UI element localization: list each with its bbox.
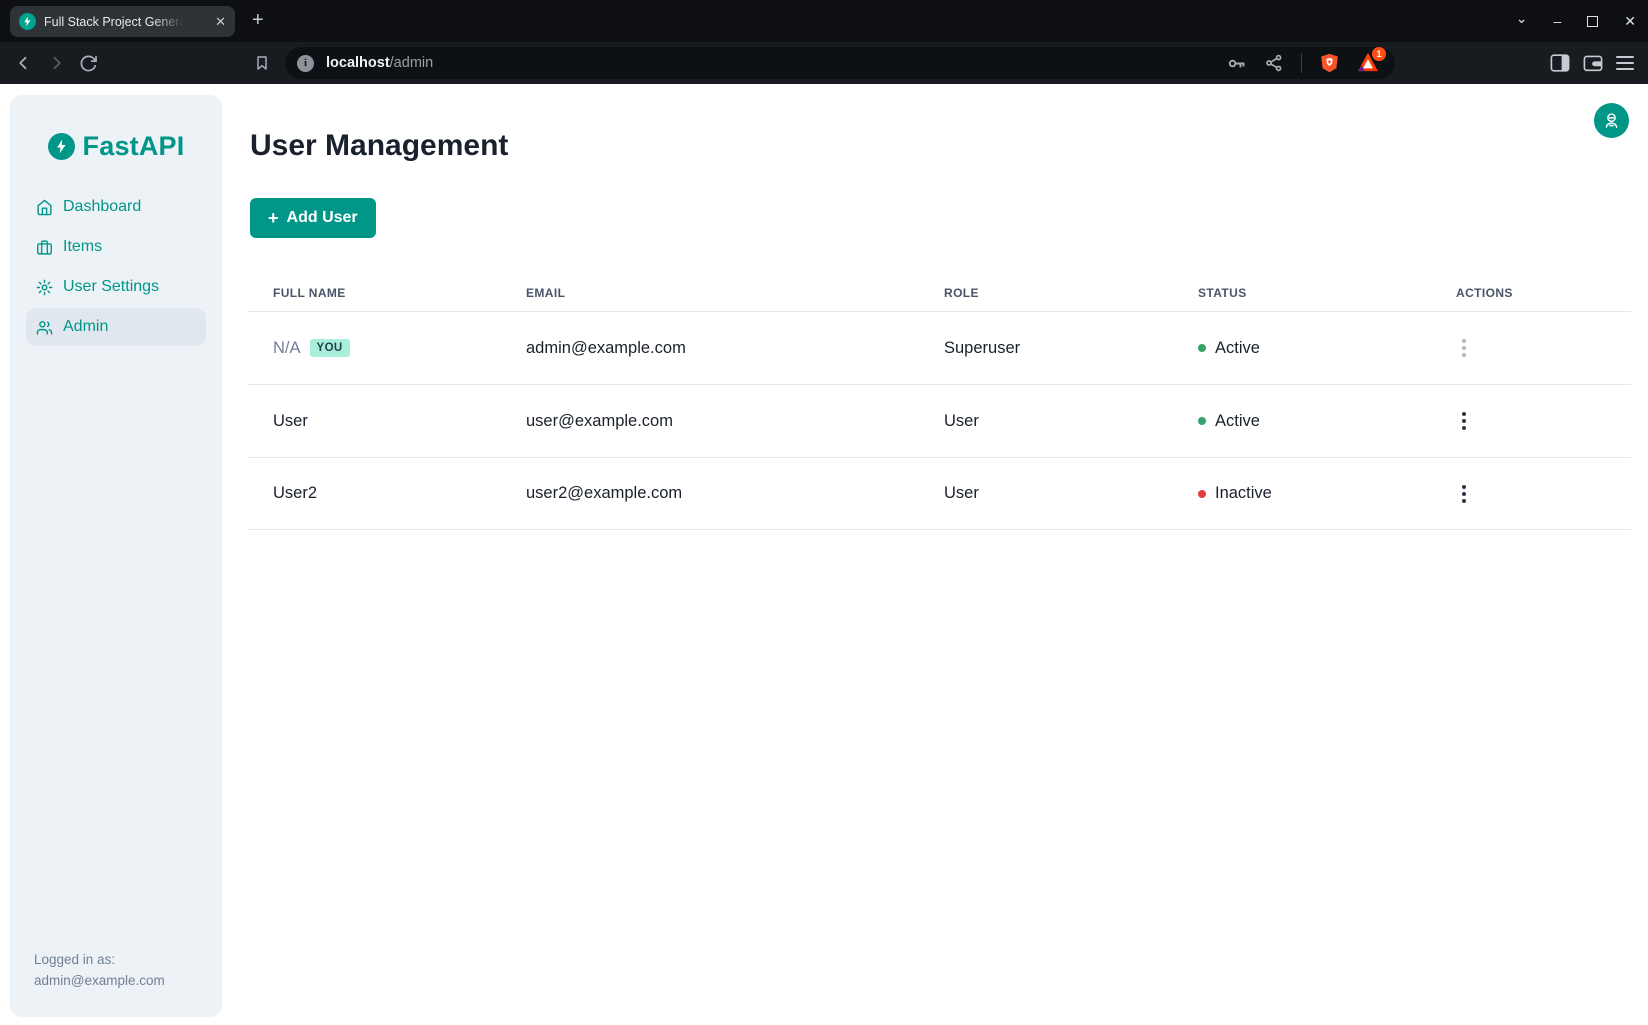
tab-close-icon[interactable]: ✕ [215,14,226,29]
sidebar-item-items[interactable]: Items [26,228,206,266]
column-header-role: Role [944,285,979,300]
url-bar[interactable]: i localhost/admin 1 [285,47,1395,79]
browser-toolbar: i localhost/admin 1 [0,42,1648,84]
table-row: User2 user2@example.com User Inactive [248,457,1631,530]
home-icon [36,199,53,216]
url-host: localhost [326,55,390,71]
cell-role: User [944,484,979,502]
sidebar-item-label: Dashboard [63,198,142,215]
status-dot [1198,417,1206,425]
cell-role: User [944,411,979,430]
fastapi-logo-text: FastAPI [82,131,185,161]
window-maximize-button[interactable] [1587,15,1599,27]
page-title: User Management [250,129,509,162]
url-path: /admin [389,55,434,71]
user-astronaut-icon [1602,111,1621,130]
logged-in-email: admin@example.com [34,973,165,988]
browser-titlebar: Full Stack Project Genera ✕ + ⌄ – ✕ [0,0,1648,42]
admin-page: FastAPI Dashboard Items User Settings [0,84,1648,1025]
share-icon[interactable] [1264,53,1284,73]
sidebar-item-dashboard[interactable]: Dashboard [26,188,206,226]
row-actions-menu-icon[interactable] [1456,479,1472,509]
briefcase-icon [36,239,53,256]
bookmark-icon[interactable] [250,51,274,75]
reload-button[interactable] [76,51,100,75]
browser-tab[interactable]: Full Stack Project Genera ✕ [10,6,235,37]
logged-in-as: Logged in as: admin@example.com [34,949,165,991]
you-badge: YOU [309,339,350,357]
browser-menu-icon[interactable] [1616,56,1634,70]
users-icon [36,319,53,336]
sidebar-nav: Dashboard Items User Settings Admin [26,188,206,346]
cell-full-name: N/A [273,338,301,357]
window-close-button[interactable]: ✕ [1624,13,1636,29]
cell-email: admin@example.com [526,338,686,357]
new-tab-button[interactable]: + [252,9,264,31]
plus-icon: + [268,208,279,228]
sidebar-item-user-settings[interactable]: User Settings [26,268,206,306]
users-table: Full Name Email Role Status Actions N/A … [248,274,1631,530]
row-actions-menu-icon [1456,333,1472,363]
fastapi-bolt-icon [47,133,75,160]
cell-full-name: User [273,411,308,430]
forward-button[interactable] [44,51,68,75]
table-header-row: Full Name Email Role Status Actions [248,274,1631,311]
site-info-icon[interactable]: i [297,54,314,72]
column-header-status: Status [1198,285,1247,300]
cell-status: Inactive [1215,484,1272,502]
sidebar: FastAPI Dashboard Items User Settings [10,95,222,1017]
cell-email: user@example.com [526,411,673,430]
status-dot [1198,344,1206,352]
cell-email: user2@example.com [526,484,683,502]
cell-status: Active [1215,338,1260,357]
add-user-label: Add User [286,209,358,226]
cell-role: Superuser [944,338,1021,357]
brave-shield-icon[interactable] [1319,52,1340,74]
url-text[interactable]: localhost/admin [326,55,433,71]
back-button[interactable] [12,51,36,75]
window-minimize-button[interactable]: – [1553,13,1562,29]
password-key-icon[interactable] [1226,53,1247,74]
sidebar-item-label: User Settings [63,278,160,295]
status-dot [1198,489,1206,498]
add-user-button[interactable]: + Add User [250,198,376,238]
user-menu-button[interactable] [1594,103,1629,138]
tab-search-chevron-icon[interactable]: ⌄ [1515,10,1528,26]
column-header-email: Email [526,285,566,300]
wallet-icon[interactable] [1583,54,1603,72]
rewards-badge: 1 [1372,47,1386,61]
cell-full-name: User2 [273,484,318,502]
fastapi-favicon-icon [19,13,36,30]
brave-rewards-icon[interactable]: 1 [1357,47,1386,74]
main-content: User Management + Add User Full Name Ema… [222,84,1648,1025]
cell-status: Active [1215,411,1260,430]
sidebar-item-admin[interactable]: Admin [26,308,206,346]
logged-in-label: Logged in as: [34,952,116,967]
column-header-actions: Actions [1456,285,1513,300]
sidebar-item-label: Items [63,238,103,255]
column-header-full-name: Full Name [273,285,346,300]
tab-title: Full Stack Project Genera [44,14,184,29]
toolbar-separator [1301,53,1302,73]
sidebar-item-label: Admin [63,318,109,335]
table-row: N/A YOU admin@example.com Superuser Acti… [248,311,1631,384]
table-row: User user@example.com User Active [248,384,1631,457]
fastapi-logo: FastAPI [10,131,222,162]
side-panel-icon[interactable] [1550,54,1570,72]
gear-icon [36,279,53,296]
row-actions-menu-icon[interactable] [1456,406,1472,436]
